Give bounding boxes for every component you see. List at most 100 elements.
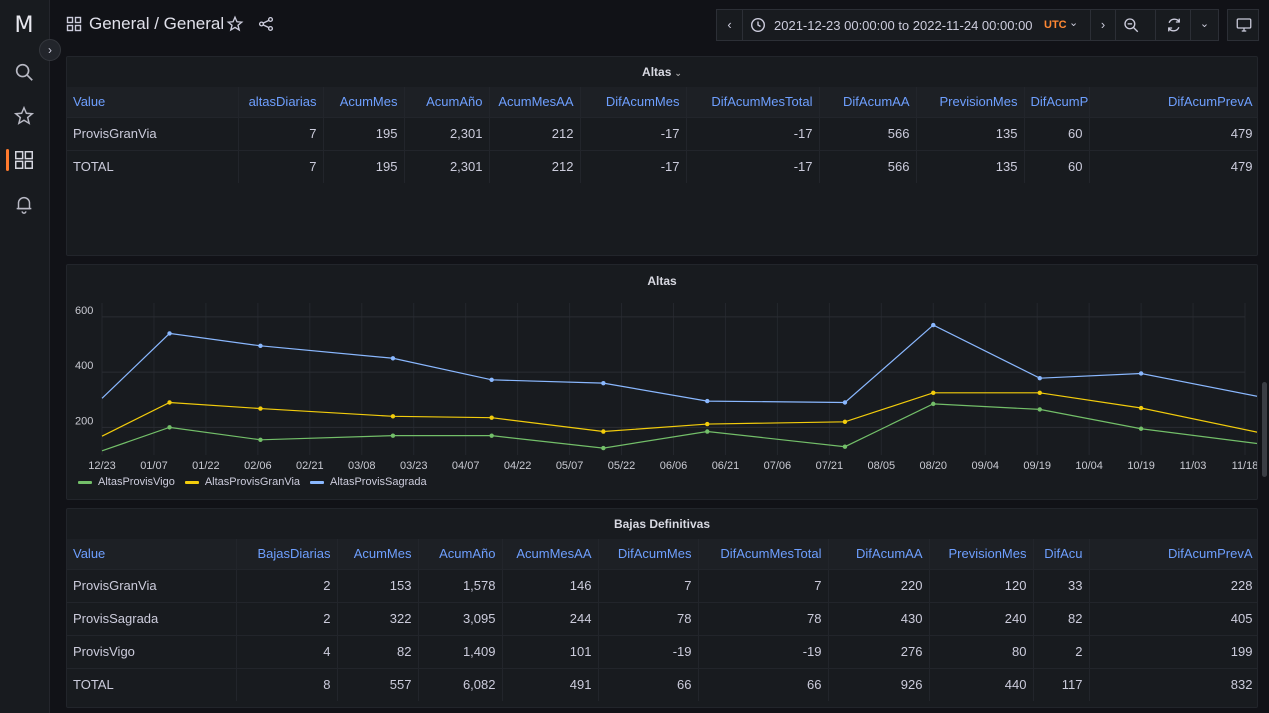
share-icon[interactable] — [257, 15, 275, 33]
refresh-interval-dropdown[interactable]: ⌄ — [1190, 10, 1218, 40]
bell-icon[interactable] — [13, 193, 37, 217]
table-cell: 2,301 — [404, 116, 490, 150]
table-cell: 212 — [489, 149, 581, 183]
panel-title-altas-chart[interactable]: Altas — [647, 274, 677, 288]
legend-item[interactable]: AltasProvisSagrada — [310, 476, 427, 488]
dashboard-grid-icon — [66, 16, 82, 32]
data-point — [601, 445, 606, 451]
app-logo[interactable]: M — [14, 13, 34, 38]
column-header[interactable]: AcumMesAA — [489, 87, 581, 117]
column-header[interactable]: Value — [67, 87, 239, 117]
column-header[interactable]: DifAcumMes — [598, 539, 699, 569]
column-header[interactable]: PrevisionMes — [929, 539, 1034, 569]
table-cell: 60 — [1024, 149, 1090, 183]
table-cell: 220 — [828, 568, 930, 602]
table-cell: 101 — [502, 634, 599, 668]
panel-title-altas[interactable]: Altas ⌄ — [67, 65, 1257, 79]
table-cell: 212 — [489, 116, 581, 150]
x-tick-label: 08/20 — [920, 460, 948, 472]
refresh-icon[interactable] — [1165, 16, 1183, 34]
table-cell: 566 — [819, 149, 917, 183]
table-cell: 153 — [337, 568, 419, 602]
chevron-down-icon[interactable]: ⌄ — [1069, 17, 1079, 29]
legend-label: AltasProvisVigo — [98, 476, 175, 488]
table-cell: 117 — [1033, 667, 1090, 701]
table-cell: 1,409 — [418, 634, 503, 668]
table-cell: 244 — [502, 601, 599, 635]
x-tick-label: 04/07 — [452, 460, 480, 472]
panel-title-bajas[interactable]: Bajas Definitivas — [613, 517, 711, 531]
timezone-label[interactable]: UTC — [1044, 19, 1067, 31]
column-header[interactable]: altasDiarias — [238, 87, 324, 117]
time-range-label[interactable]: 2021-12-23 00:00:00 to 2022-11-24 00:00:… — [774, 18, 1033, 33]
panel-title-text: Altas — [642, 65, 672, 79]
star-icon[interactable] — [13, 105, 37, 129]
column-header[interactable]: DifAcumP — [1024, 87, 1090, 117]
column-header[interactable]: AcumAño — [404, 87, 490, 117]
dashboards-icon[interactable] — [13, 149, 37, 173]
column-header[interactable]: AcumMes — [337, 539, 419, 569]
column-header[interactable]: AcumAño — [418, 539, 503, 569]
legend-item[interactable]: AltasProvisGranVia — [184, 476, 300, 488]
y-tick-label: 600 — [75, 305, 93, 317]
zoom-out-icon[interactable] — [1122, 16, 1140, 34]
table-cell: 276 — [828, 634, 930, 668]
column-header[interactable]: PrevisionMes — [916, 87, 1025, 117]
table-cell: 135 — [916, 149, 1025, 183]
altas-line-chart: 200 400 600 12/23 01/07 01/22 02/06 02/21 03/08 0… — [75, 303, 1257, 472]
column-header[interactable]: Value — [67, 539, 237, 569]
table-cell: ProvisGranVia — [67, 116, 239, 150]
column-header[interactable]: BajasDiarias — [236, 539, 338, 569]
table-cell: 199 — [1089, 634, 1257, 668]
table-cell: 926 — [828, 667, 930, 701]
table-cell: 557 — [337, 667, 419, 701]
column-header[interactable]: DifAcumPrevA — [1089, 87, 1257, 117]
column-header[interactable]: DifAcumAA — [819, 87, 917, 117]
data-point — [258, 437, 263, 442]
y-tick-label: 400 — [75, 360, 93, 372]
column-header[interactable]: AcumMesAA — [502, 539, 599, 569]
top-navbar: General / General ‹ 2021-12-23 00:00:00 … — [50, 0, 1269, 50]
data-point — [1138, 405, 1144, 411]
tv-mode-button[interactable] — [1227, 9, 1259, 41]
data-point — [1138, 426, 1144, 431]
monitor-icon — [1235, 16, 1253, 34]
data-point — [931, 322, 936, 328]
data-point — [390, 414, 396, 419]
altas-table-panel: Altas ⌄ Value altasDiarias AcumMes AcumAñ… — [66, 56, 1258, 256]
bajas-table: Value BajasDiarias AcumMes AcumAño AcumM… — [67, 539, 1257, 701]
data-point — [167, 425, 172, 430]
column-header[interactable]: DifAcumMes — [580, 87, 687, 117]
table-cell: 6,082 — [418, 667, 503, 701]
x-tick-label: 08/05 — [868, 460, 896, 472]
time-back-button[interactable]: ‹ — [717, 10, 743, 40]
x-tick-label: 09/19 — [1023, 460, 1051, 472]
breadcrumb[interactable]: General / General — [89, 14, 225, 33]
favorite-star-icon[interactable] — [226, 15, 244, 33]
sidebar-expand-button[interactable]: › — [39, 39, 61, 61]
data-point — [167, 331, 172, 336]
page-scrollbar[interactable] — [1262, 382, 1267, 477]
table-cell: ProvisSagrada — [67, 601, 237, 635]
table-cell: 228 — [1089, 568, 1257, 602]
data-point — [390, 433, 396, 438]
column-header[interactable]: DifAcumMesTotal — [698, 539, 829, 569]
x-tick-label: 07/06 — [764, 460, 792, 472]
column-header[interactable]: DifAcumPrevA — [1089, 539, 1257, 569]
table-cell: 135 — [916, 116, 1025, 150]
data-point — [258, 406, 263, 411]
column-header[interactable]: DifAcumAA — [828, 539, 930, 569]
active-indicator — [6, 149, 9, 171]
search-icon[interactable] — [13, 61, 37, 85]
table-row: ProvisGranVia 7 195 2,301 212 -17 -17 56… — [67, 116, 1257, 150]
column-header[interactable]: DifAcu — [1033, 539, 1090, 569]
series-line — [101, 324, 1257, 404]
time-forward-button[interactable]: › — [1090, 10, 1116, 40]
column-header[interactable]: DifAcumMesTotal — [686, 87, 820, 117]
legend-swatch — [184, 480, 199, 484]
legend-item[interactable]: AltasProvisVigo — [78, 476, 175, 488]
table-row: ProvisVigo 4 82 1,409 101 -19 -19 276 80… — [67, 634, 1257, 668]
column-header[interactable]: AcumMes — [323, 87, 405, 117]
table-cell: ProvisVigo — [67, 634, 237, 668]
sidebar: M › — [0, 0, 61, 713]
